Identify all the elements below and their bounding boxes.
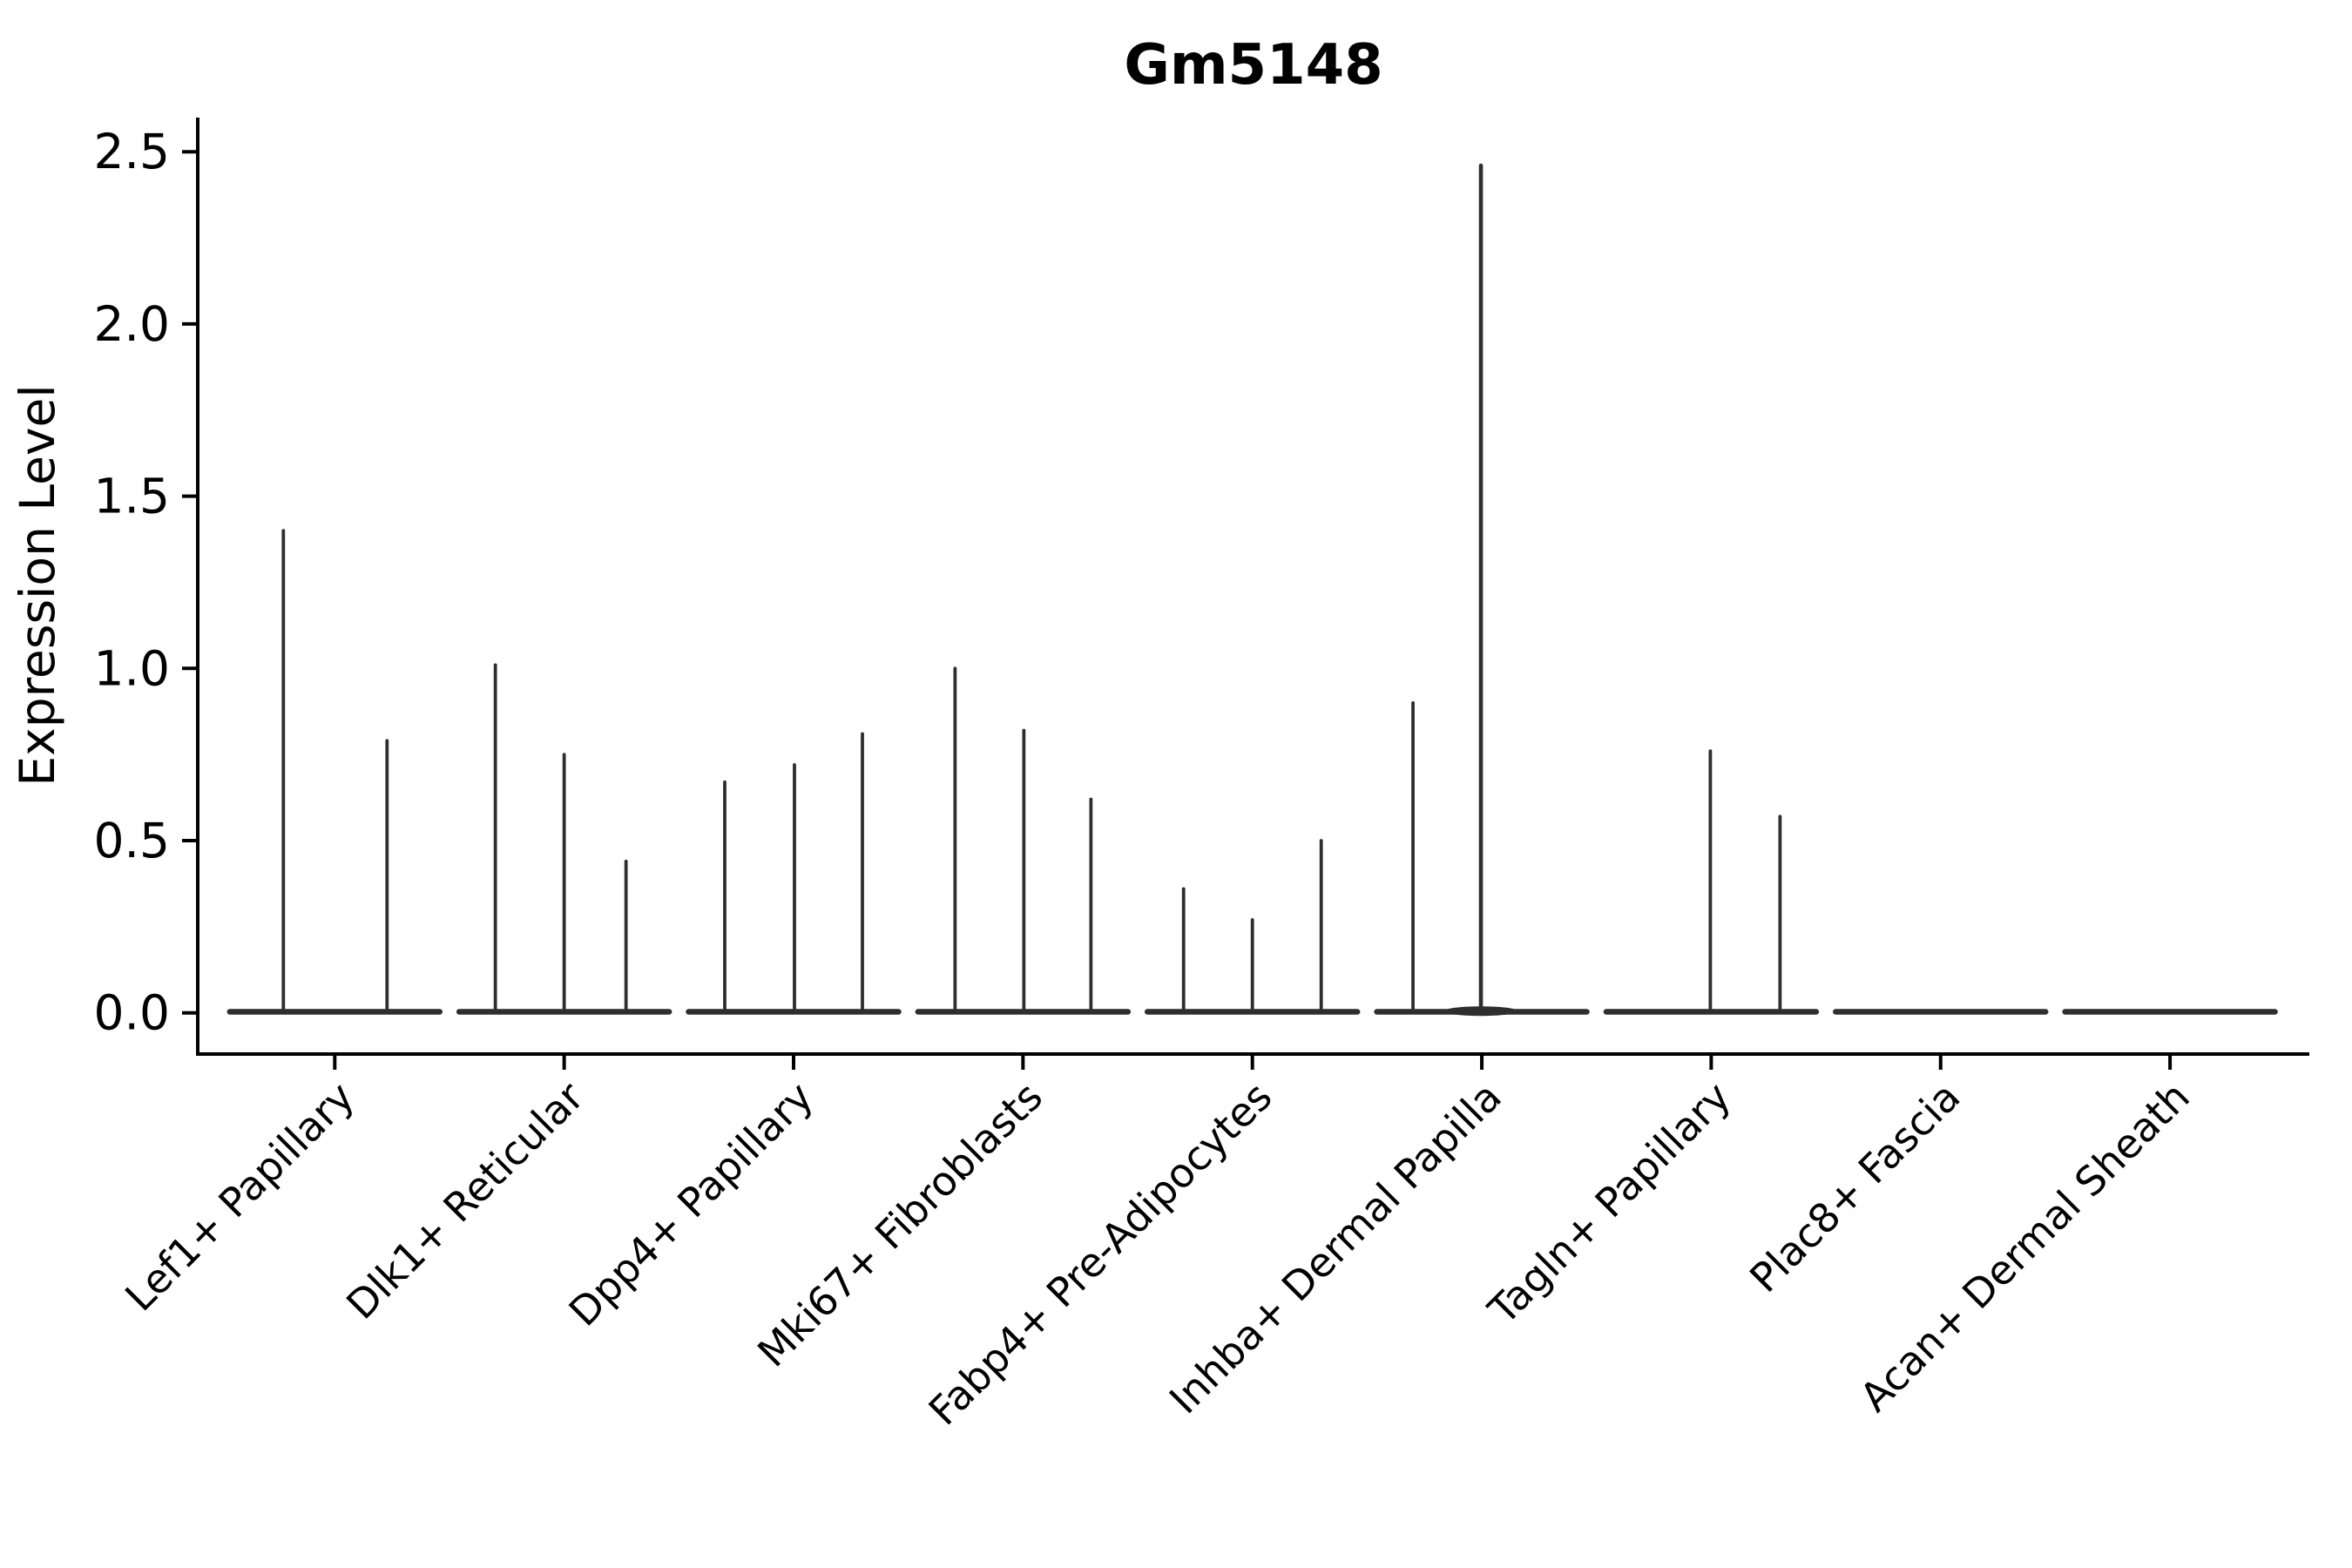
y-tick-label: 0.5 [94, 813, 170, 868]
violin-group [456, 663, 672, 1015]
y-tick-label: 2.0 [94, 296, 170, 352]
x-tick-label: Dlk1+ Reticular [337, 1073, 592, 1328]
y-tick-label: 0.0 [94, 985, 170, 1041]
x-tick-label: Tagln+ Papillary [1479, 1073, 1740, 1335]
y-axis-ticks: 0.0 0.5 1.0 1.5 2.0 2.5 [94, 124, 198, 1041]
violin-group [1374, 163, 1590, 1017]
y-tick-label: 1.0 [94, 640, 170, 696]
violin-group [1603, 749, 1820, 1015]
violins-layer [226, 163, 2278, 1017]
violin-group [915, 666, 1132, 1015]
y-tick-label: 2.5 [94, 124, 170, 179]
x-tick-label: Dpp4+ Papillary [560, 1073, 822, 1335]
x-tick-label: Plac8+ Fascia [1740, 1073, 1969, 1301]
violin-group [226, 529, 443, 1015]
axis-spines [196, 118, 2309, 1056]
x-tick-label: Lef1+ Papillary [116, 1073, 363, 1321]
y-tick-label: 1.5 [94, 469, 170, 524]
violin-group [1144, 839, 1361, 1015]
violin-group [686, 732, 902, 1015]
chart-title: Gm5148 [1124, 33, 1382, 98]
y-axis-label: Expression Level [10, 384, 65, 786]
